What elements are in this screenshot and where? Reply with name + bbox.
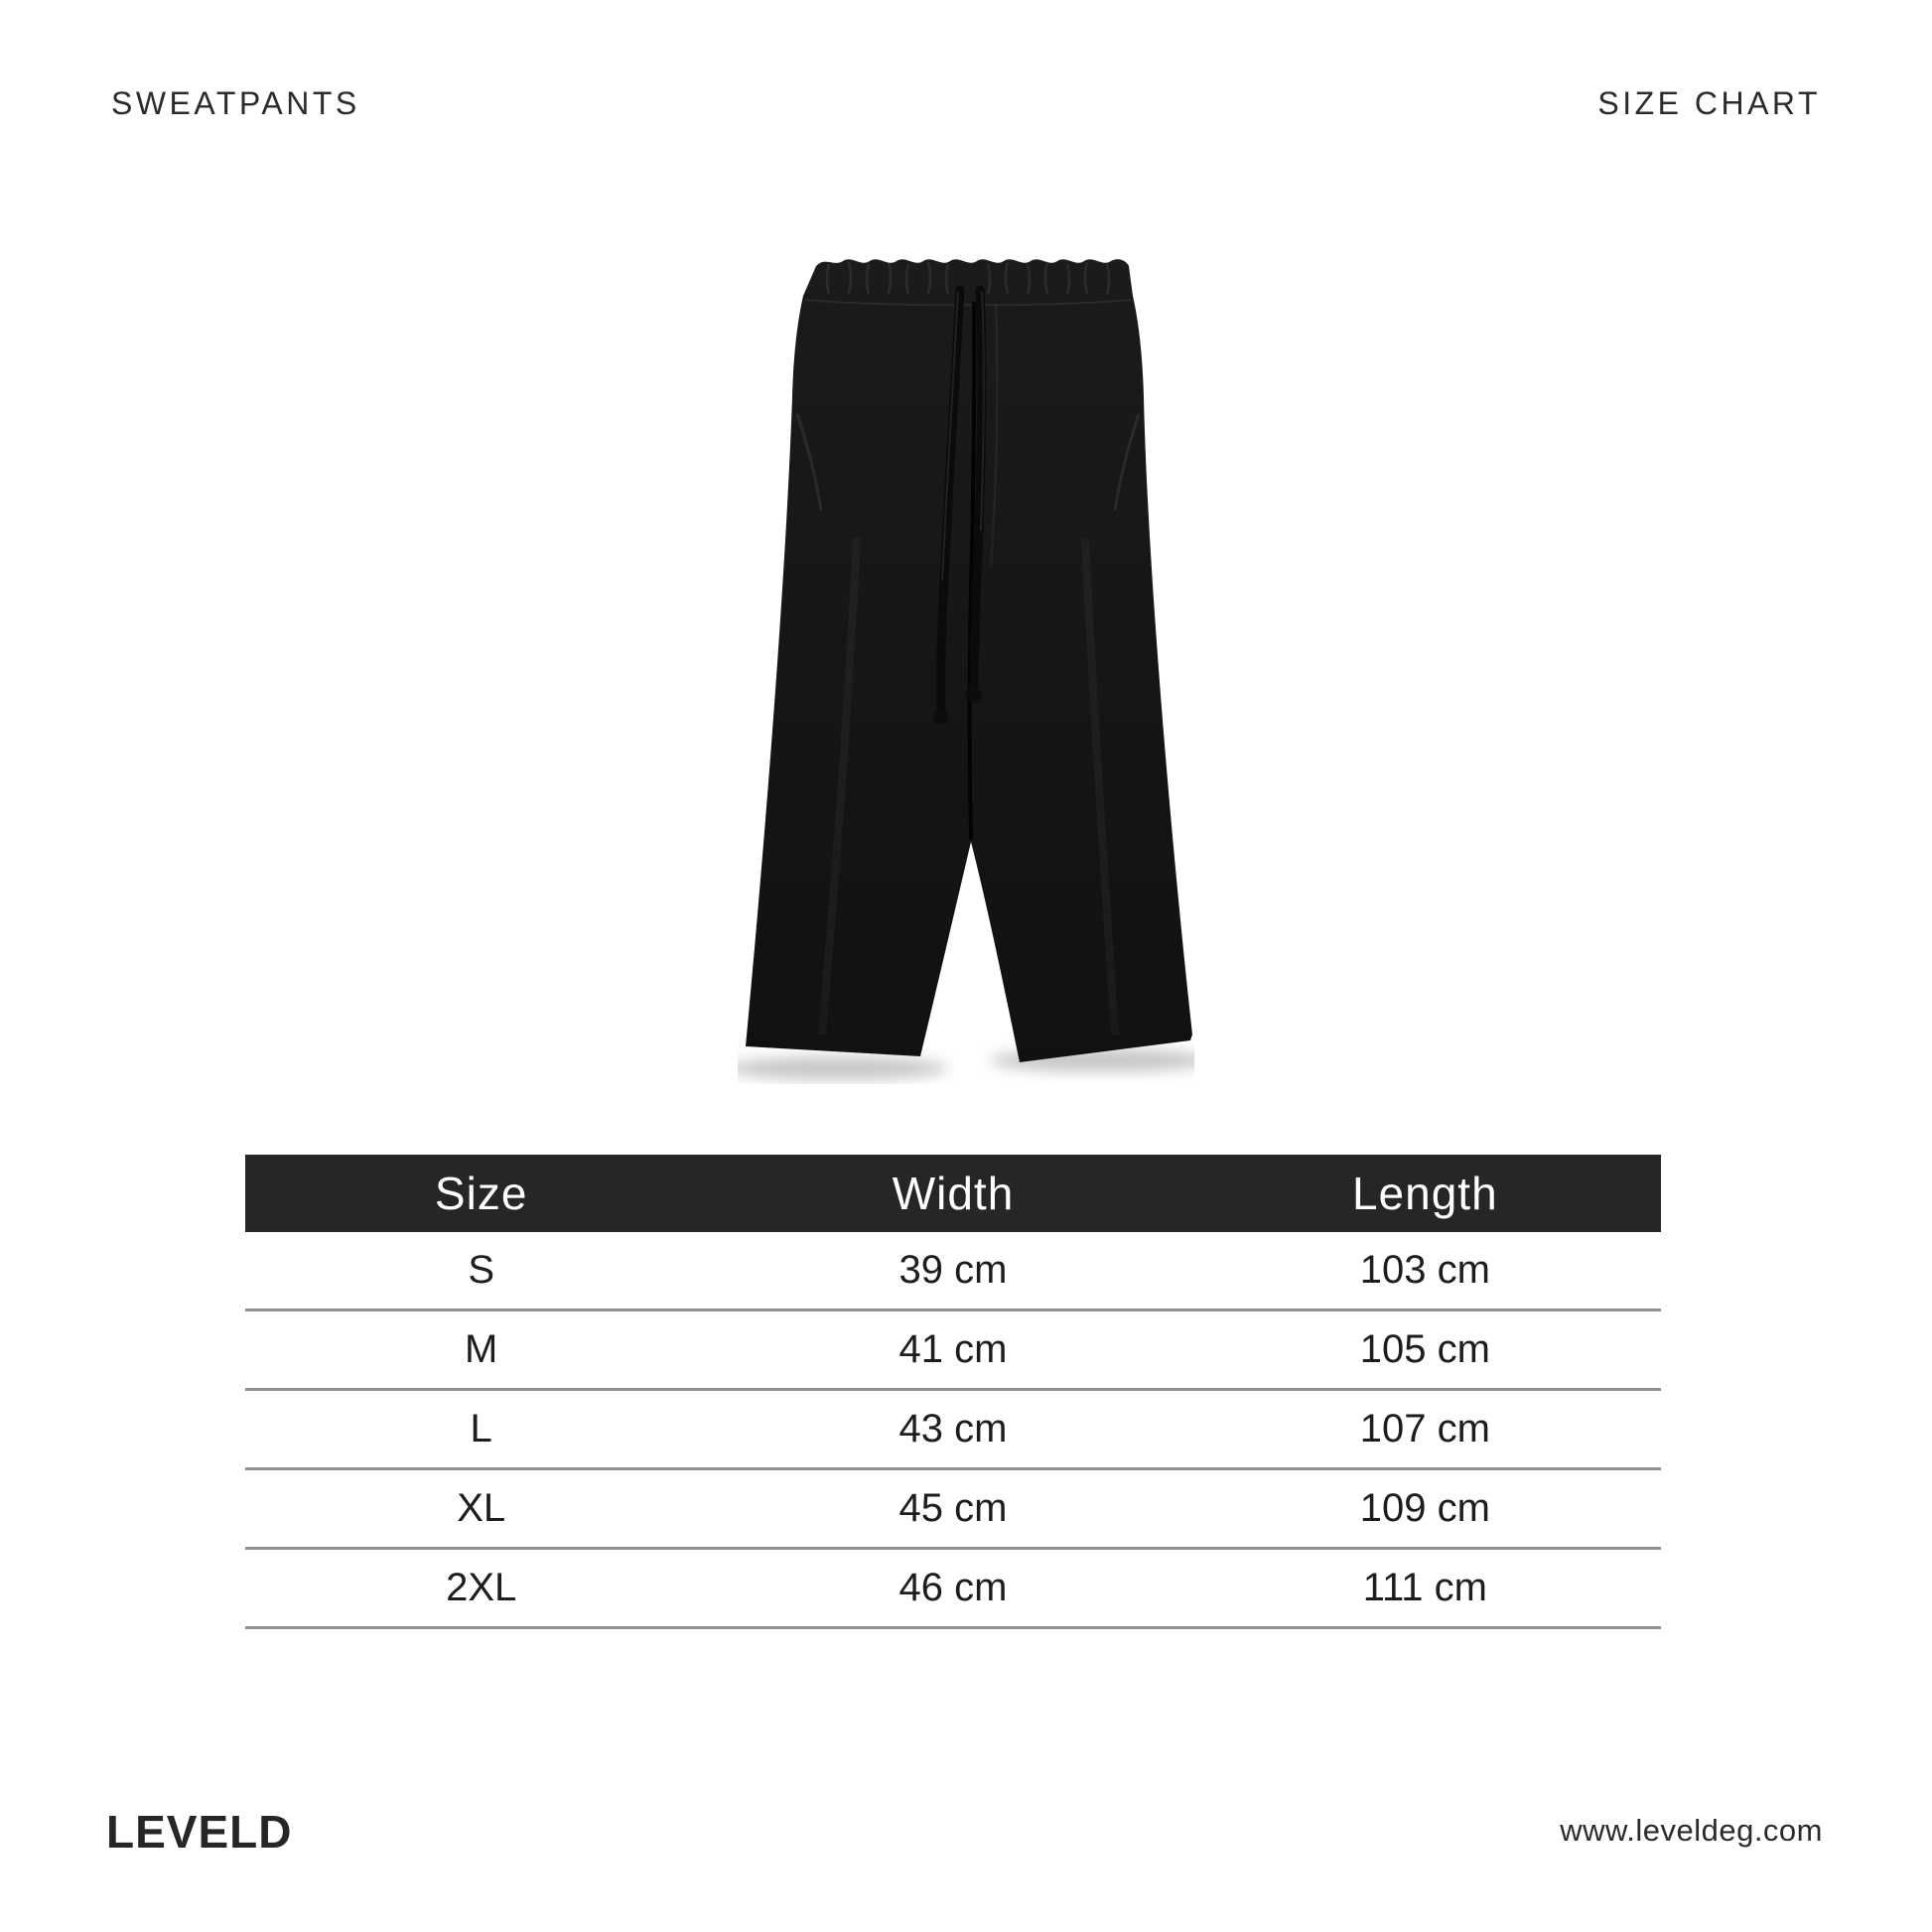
- size-cell: M: [245, 1310, 718, 1391]
- length-cell: 107 cm: [1188, 1389, 1661, 1470]
- drawstring: [933, 285, 987, 725]
- pocket-seams: [795, 413, 1141, 511]
- column-header-size: Size: [245, 1155, 718, 1232]
- size-chart-title: SIZE CHART: [1597, 85, 1821, 121]
- size-row-l: L 43 cm 107 cm: [245, 1389, 1661, 1470]
- size-row-s: S 39 cm 103 cm: [245, 1232, 1661, 1311]
- size-table-header-row: Size Width Length: [245, 1155, 1661, 1232]
- product-name-label: SWEATPANTS: [111, 85, 360, 121]
- inseam-crease: [967, 301, 977, 841]
- waistband-seam: [804, 299, 1132, 307]
- width-cell: 45 cm: [717, 1468, 1189, 1550]
- width-cell: 43 cm: [717, 1389, 1189, 1470]
- size-cell: S: [245, 1232, 718, 1311]
- size-table: Size Width Length S 39 cm 103 cm M 41 cm…: [245, 1155, 1661, 1629]
- length-cell: 105 cm: [1188, 1310, 1661, 1391]
- size-row-m: M 41 cm 105 cm: [245, 1310, 1661, 1391]
- leg-folds: [818, 537, 1119, 1035]
- width-cell: 46 cm: [717, 1548, 1189, 1629]
- waistband: [825, 261, 1111, 295]
- length-cell: 109 cm: [1188, 1468, 1661, 1550]
- length-cell: 103 cm: [1188, 1232, 1661, 1311]
- hem-shadows: [738, 1048, 1194, 1080]
- brand-logo: LEVELD: [106, 1806, 293, 1858]
- column-header-width: Width: [717, 1155, 1189, 1232]
- website-url: www.leveldeg.com: [1560, 1813, 1823, 1848]
- size-row-2xl: 2XL 46 cm 111 cm: [245, 1548, 1661, 1629]
- width-cell: 41 cm: [717, 1310, 1189, 1391]
- width-cell: 39 cm: [717, 1232, 1189, 1311]
- length-cell: 111 cm: [1188, 1548, 1661, 1629]
- size-cell: 2XL: [245, 1548, 718, 1629]
- size-cell: XL: [245, 1468, 718, 1550]
- column-header-length: Length: [1188, 1155, 1661, 1232]
- sweatpants-product-image: [738, 240, 1194, 1084]
- sweatpants-illustration: [738, 259, 1194, 1080]
- size-cell: L: [245, 1389, 718, 1470]
- size-row-xl: XL 45 cm 109 cm: [245, 1468, 1661, 1550]
